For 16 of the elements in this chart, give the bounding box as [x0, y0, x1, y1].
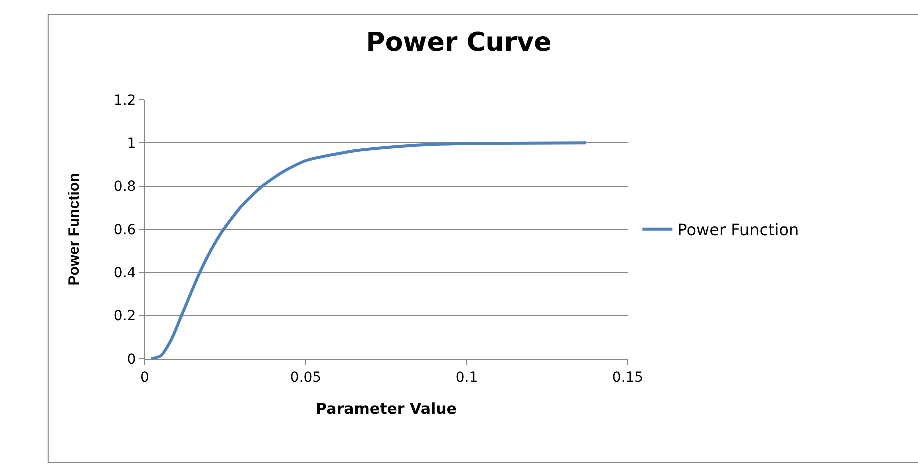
line-series	[150, 142, 588, 359]
y-tick-label: 0.4	[114, 266, 136, 282]
x-tick-label: 0.1	[456, 370, 478, 386]
x-axis-title: Parameter Value	[316, 400, 457, 418]
y-tick-label: 1.2	[114, 92, 136, 109]
legend-label: Power Function	[678, 220, 800, 240]
y-axis-title: Power Function	[66, 173, 84, 286]
y-tick-label: 0.2	[114, 308, 136, 325]
chart-title: Power Curve	[366, 28, 552, 58]
x-tick-label: 0.15	[612, 370, 644, 386]
y-tick-label: 0.6	[114, 222, 136, 238]
x-tick-label: 0	[140, 370, 150, 386]
y-tick-label: 1	[127, 136, 136, 152]
y-tick-label: 0.8	[114, 179, 136, 196]
x-tick-label: 0.05	[290, 370, 322, 386]
y-tick-label: 0	[127, 352, 136, 368]
